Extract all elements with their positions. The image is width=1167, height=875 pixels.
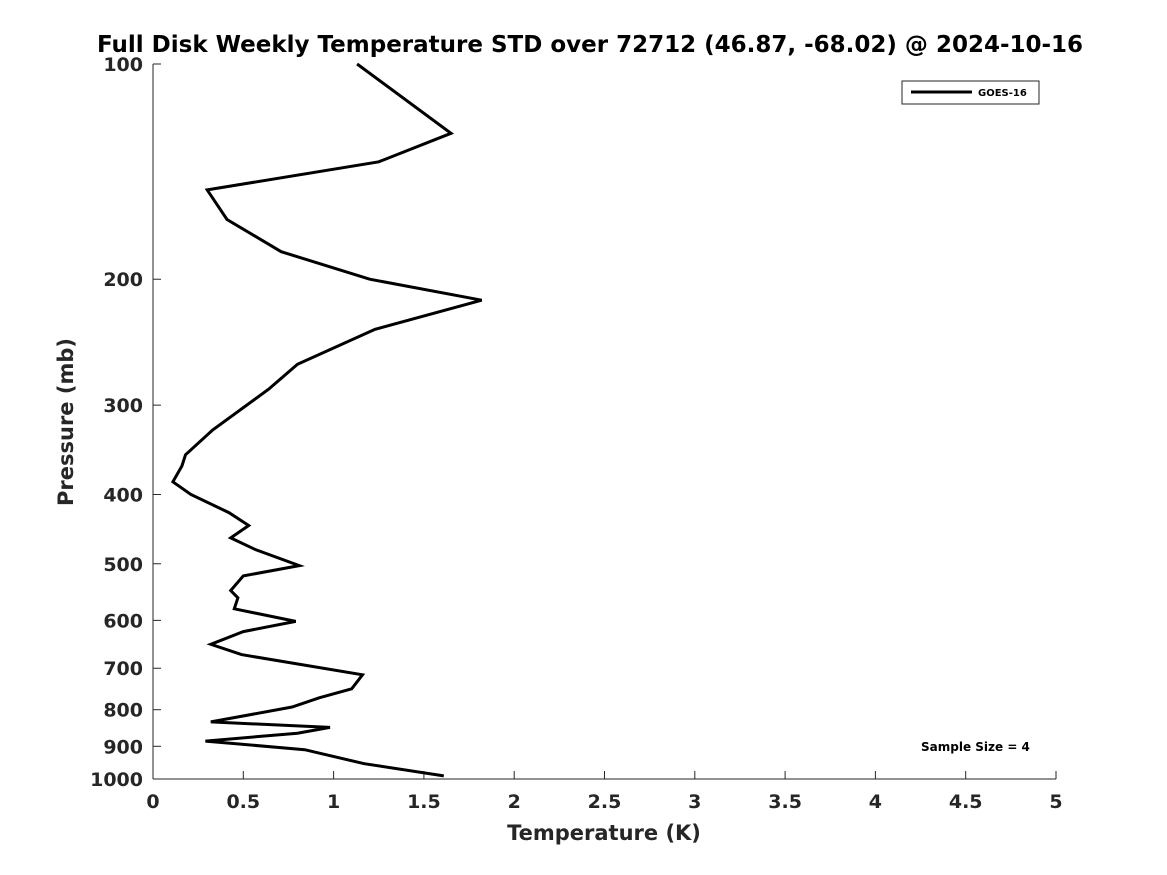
series-group [170,62,483,778]
legend: GOES-16 [901,80,1040,105]
x-tick-label: 2.5 [588,791,622,813]
x-tick-label: 3 [688,791,701,813]
x-tick-label: 1 [327,791,340,813]
y-tick-label: 700 [103,658,143,680]
x-tick-label: 1.5 [407,791,441,813]
y-tick-label: 200 [103,269,143,291]
y-axis-label: Pressure (mb) [54,338,78,506]
y-tick-label: 500 [103,554,143,576]
x-tick-label: 3.5 [768,791,802,813]
y-tick-label: 300 [103,395,143,417]
y-tick-label: 900 [103,736,143,758]
plot-area: 0 0.5 1 1.5 2 2.5 3 3.5 4 4.5 5 100 200 300 400 500 600… [90,54,1063,813]
x-axis-label: Temperature (K) [507,821,701,845]
y-tick-label: 600 [103,610,143,632]
x-tick-label: 0.5 [226,791,260,813]
x-tick-label: 5 [1049,791,1062,813]
x-tick-label: 2 [508,791,521,813]
x-ticks: 0 0.5 1 1.5 2 2.5 3 3.5 4 4.5 5 [146,771,1063,813]
y-ticks: 100 200 300 400 500 600 700 800 900 1000 [90,54,161,791]
legend-label-goes-16: GOES-16 [978,88,1027,99]
y-tick-label: 100 [103,54,143,76]
chart-title: Full Disk Weekly Temperature STD over 72… [97,32,1083,58]
y-tick-label: 800 [103,700,143,722]
y-tick-label: 400 [103,484,143,506]
sample-size-annotation: Sample Size = 4 [921,740,1030,754]
x-tick-label: 4 [869,791,882,813]
x-tick-label: 4.5 [949,791,983,813]
series-line-goes-16 [170,62,483,778]
y-tick-label: 1000 [90,769,143,791]
x-tick-label: 0 [146,791,159,813]
